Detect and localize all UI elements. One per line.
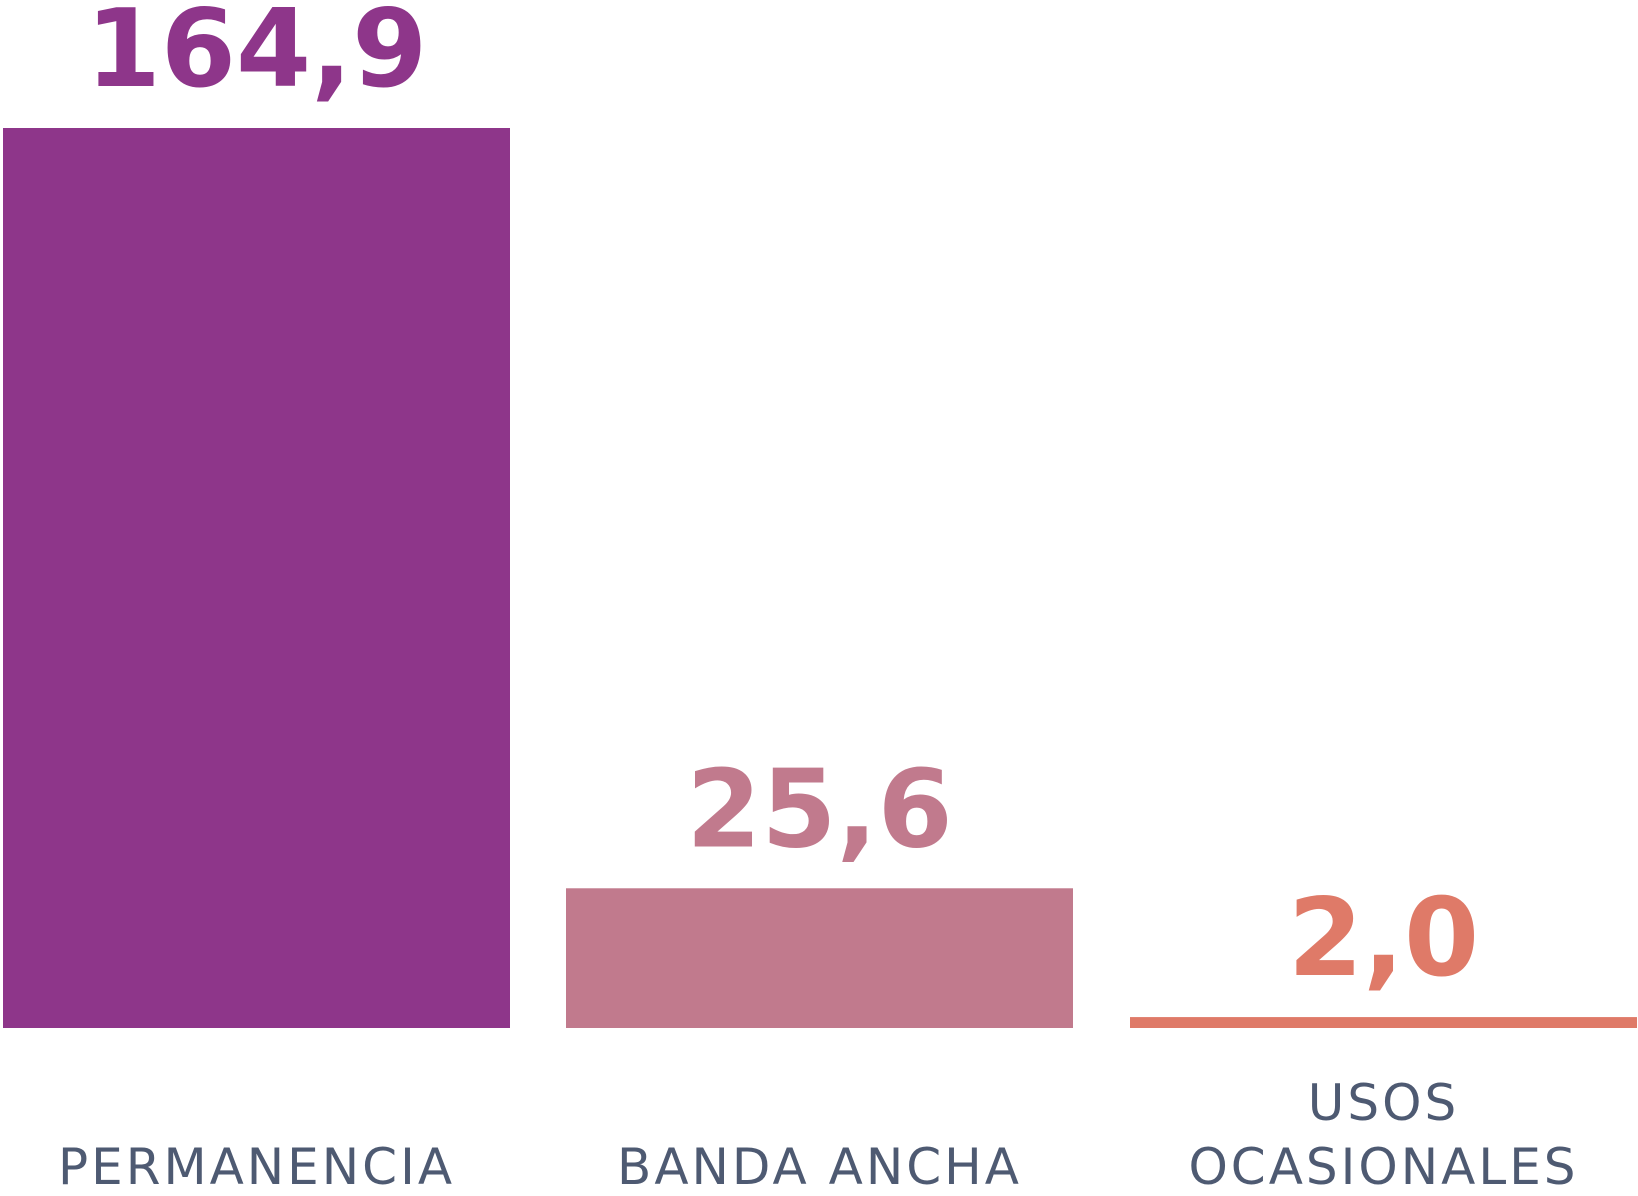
category-label-2: BANDA ANCHA [617,1138,1022,1196]
category-label-3-line-1: USOS [1308,1074,1459,1132]
bar-1 [3,128,510,1028]
category-label-3-line-2: OCASIONALES [1188,1138,1578,1196]
value-label-2: 25,6 [686,747,952,872]
value-label-3: 2,0 [1288,876,1479,1001]
value-label-1: 164,9 [86,0,428,112]
category-labels-layer: PERMANENCIA BANDA ANCHA USOS OCASIONALES [58,1074,1578,1196]
category-label-1: PERMANENCIA [58,1138,455,1196]
bar-2 [566,888,1073,1028]
bars-layer [3,128,1637,1028]
value-labels-layer: 164,9 25,6 2,0 [86,0,1479,1001]
bar-3 [1130,1017,1637,1028]
